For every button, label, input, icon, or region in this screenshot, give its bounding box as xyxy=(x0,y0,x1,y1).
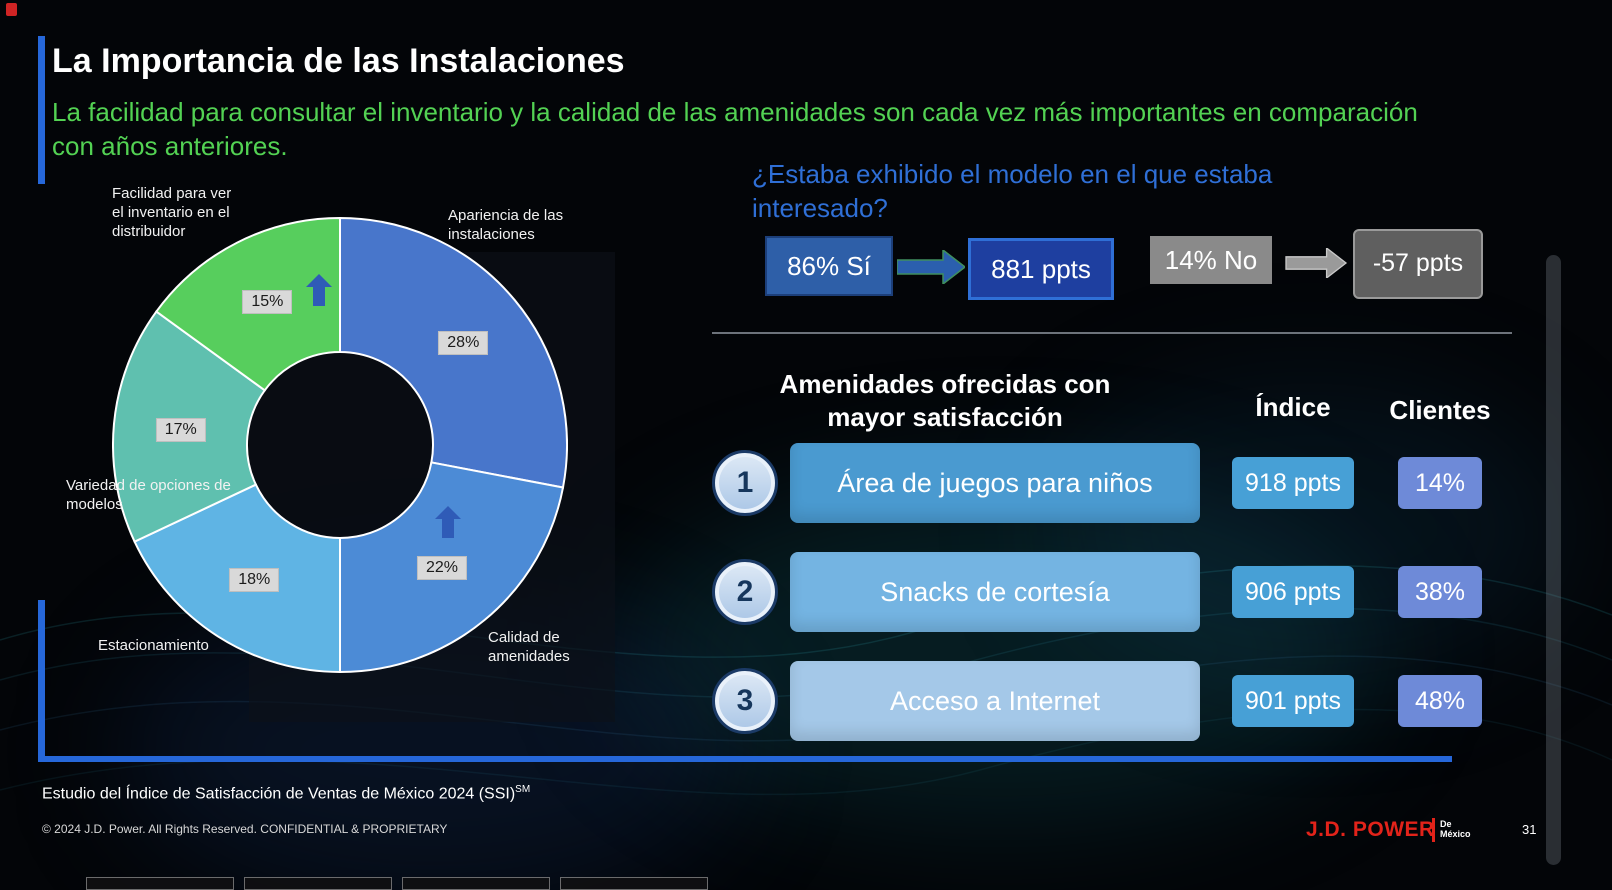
indice-value: 918 ppts xyxy=(1245,468,1341,497)
amenities-heading: Amenidades ofrecidas con mayor satisfacc… xyxy=(779,369,1111,432)
source-note: Estudio del Índice de Satisfacción de Ve… xyxy=(42,784,530,803)
donut-chart: 28% 22% 18% 17% 15% xyxy=(112,217,568,673)
section-divider xyxy=(712,332,1512,334)
amenity-label: Área de juegos para niños xyxy=(837,467,1153,498)
question-text: ¿Estaba exhibido el modelo en el que est… xyxy=(752,159,1273,223)
amenity-row: 3 Acceso a Internet 901 ppts 48% xyxy=(712,661,1512,741)
donut-label-estacionamiento: Estacionamiento xyxy=(98,637,209,654)
accent-bar-horizontal xyxy=(38,756,1452,762)
clientes-value: 48% xyxy=(1414,686,1466,715)
amenity-bar: Área de juegos para niños xyxy=(790,443,1200,523)
indice-value: 901 ppts xyxy=(1245,686,1341,715)
amenity-label: Snacks de cortesía xyxy=(880,576,1110,607)
no-ppts-box: -57 ppts xyxy=(1353,229,1483,299)
segment-pct-label: 17% xyxy=(155,417,206,442)
accent-bar-top xyxy=(38,36,45,184)
column-header-clientes: Clientes xyxy=(1389,395,1491,425)
subtitle: La facilidad para consultar el inventari… xyxy=(52,97,1418,161)
rank-number: 2 xyxy=(736,575,754,608)
donut-label-variedad: Variedad de opciones de modelos xyxy=(66,477,231,513)
amenity-label: Acceso a Internet xyxy=(889,685,1101,716)
indice-value: 906 ppts xyxy=(1245,577,1341,606)
amenity-bar: Snacks de cortesía xyxy=(790,552,1200,632)
clientes-value: 14% xyxy=(1414,468,1466,497)
amenity-row: 2 Snacks de cortesía 906 ppts 38% xyxy=(712,552,1512,632)
amenity-row: 1 Área de juegos para niños 918 ppts 14% xyxy=(712,443,1512,523)
source-text: Estudio del Índice de Satisfacción de Ve… xyxy=(42,785,516,803)
segment-pct-label: 18% xyxy=(229,568,280,593)
jdpower-logo: J.D. POWER xyxy=(1306,818,1435,841)
rank-number: 3 xyxy=(736,684,754,717)
rank-badge: 3 xyxy=(712,668,778,734)
bottom-window-thumbnail[interactable] xyxy=(244,877,392,890)
source-superscript: SM xyxy=(515,784,531,795)
yes-ppts-box: 881 ppts xyxy=(968,238,1114,300)
bottom-window-thumbnail[interactable] xyxy=(402,877,550,890)
donut-label-facilidad: Facilidad para ver el inventario en el d… xyxy=(112,185,232,240)
donut-label-calidad: Calidad de amenidades xyxy=(488,629,570,665)
page-number: 31 xyxy=(1522,822,1537,837)
clientes-value-box: 14% xyxy=(1398,457,1482,509)
clientes-value-box: 38% xyxy=(1398,566,1482,618)
notification-indicator xyxy=(6,3,17,16)
arrow-right-icon xyxy=(1284,246,1348,280)
accent-bar-bottom xyxy=(38,600,45,762)
rank-number: 1 xyxy=(736,466,754,499)
arrow-right-icon xyxy=(896,248,967,286)
indice-value-box: 901 ppts xyxy=(1232,675,1354,727)
segment-pct-label: 28% xyxy=(438,331,489,355)
indice-value-box: 918 ppts xyxy=(1232,457,1354,509)
increase-arrow-icon xyxy=(434,506,461,539)
copyright-text: © 2024 J.D. Power. All Rights Reserved. … xyxy=(42,822,448,836)
yes-percentage-box: 86% Sí xyxy=(765,236,893,296)
bottom-window-thumbnail[interactable] xyxy=(86,877,234,890)
amenity-bar: Acceso a Internet xyxy=(790,661,1200,741)
indice-value-box: 906 ppts xyxy=(1232,566,1354,618)
logo-divider xyxy=(1432,818,1435,842)
donut-label-apariencia: Apariencia de las instalaciones xyxy=(448,207,564,243)
bottom-window-thumbnail[interactable] xyxy=(560,877,708,890)
logo-subtext-line1: De xyxy=(1440,819,1452,829)
rank-badge: 2 xyxy=(712,559,778,625)
segment-pct-label: 15% xyxy=(242,290,293,315)
clientes-value-box: 48% xyxy=(1398,675,1482,727)
increase-arrow-icon xyxy=(306,274,333,307)
page-title: La Importancia de las Instalaciones xyxy=(52,42,625,80)
segment-pct-label: 22% xyxy=(416,556,467,581)
amenities-table: 1 Área de juegos para niños 918 ppts 14%… xyxy=(712,443,1512,770)
logo-subtext-line2: México xyxy=(1440,829,1471,840)
logo-subtext: De México xyxy=(1440,819,1471,840)
column-header-indice: Índice xyxy=(1255,392,1331,422)
clientes-value: 38% xyxy=(1414,577,1466,606)
scrollbar[interactable] xyxy=(1546,255,1561,865)
rank-badge: 1 xyxy=(712,450,778,516)
no-percentage-box: 14% No xyxy=(1150,236,1272,284)
